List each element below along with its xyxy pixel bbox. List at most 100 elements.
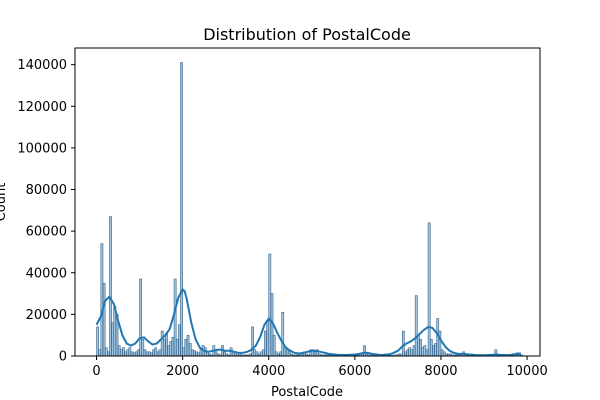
histogram-bar <box>165 332 168 357</box>
histogram-bar <box>107 351 110 357</box>
histogram-bar <box>223 351 226 357</box>
histogram-bar <box>251 326 254 357</box>
histogram-bar <box>253 349 257 357</box>
histogram-bar <box>268 253 272 357</box>
x-tick-label: 6000 <box>338 364 371 379</box>
histogram-bar <box>285 349 289 357</box>
x-axis-ticks: 0 2000 4000 6000 8000 10000 <box>92 356 548 379</box>
histogram-bar <box>417 334 420 357</box>
y-tick-label: 120000 <box>17 100 67 115</box>
x-tick-label: 0 <box>92 364 100 379</box>
histogram-bar <box>363 345 366 357</box>
y-tick-label: 140000 <box>17 58 67 73</box>
histogram-bar <box>147 351 151 357</box>
histogram-bar <box>139 278 142 357</box>
histogram-bar <box>163 339 166 357</box>
y-tick-label: 0 <box>59 350 67 365</box>
histogram-bar <box>182 347 186 357</box>
histogram-bars <box>96 62 524 357</box>
histogram-bar <box>410 349 414 357</box>
histogram-bar <box>124 351 127 357</box>
histogram-bar <box>412 345 416 357</box>
histogram-bar <box>266 320 270 357</box>
histogram-bar <box>255 351 259 357</box>
plot-frame <box>74 47 541 357</box>
histogram-bar <box>262 349 265 357</box>
histogram-bar <box>109 216 112 357</box>
histogram-bar <box>440 349 444 357</box>
x-axis-label: PostalCode <box>271 385 343 400</box>
histogram-bar <box>438 330 442 357</box>
histogram-bar <box>195 351 198 357</box>
y-tick-label: 100000 <box>17 141 67 156</box>
histogram-bar <box>173 278 177 357</box>
histogram-bar <box>264 330 267 357</box>
histogram-bar <box>425 349 429 357</box>
histogram-bar <box>281 312 285 357</box>
y-axis-ticks: 0 20000 40000 60000 80000 100000 120000 140000 <box>17 58 75 365</box>
x-tick-label: 8000 <box>424 364 457 379</box>
histogram-bar <box>137 349 140 357</box>
histogram-bar <box>272 334 276 357</box>
histogram-bar <box>401 330 405 357</box>
histogram-bar <box>117 345 121 357</box>
histogram-bar <box>427 222 431 357</box>
histogram-bar <box>199 349 203 357</box>
histogram-bar <box>126 349 130 357</box>
histogram-bar <box>186 334 190 357</box>
histogram-bar <box>102 282 106 357</box>
histogram-bar <box>406 349 409 357</box>
histogram-bar <box>434 343 437 357</box>
histogram-bar <box>188 343 192 357</box>
histogram-bar <box>313 351 317 357</box>
y-axis-label: Count <box>0 183 9 222</box>
histogram-bar <box>283 347 287 357</box>
histogram-bar <box>171 337 175 357</box>
histogram-bar <box>184 339 188 357</box>
histogram-bar <box>156 351 160 357</box>
y-tick-label: 40000 <box>26 266 67 281</box>
histogram-bar <box>122 347 125 357</box>
histogram-bar <box>145 351 149 357</box>
kde-curve <box>95 287 521 357</box>
histogram-bar <box>158 349 162 357</box>
histogram-bar <box>419 339 422 357</box>
histogram-bar <box>119 349 123 357</box>
histogram-bar <box>178 324 181 357</box>
histogram-bar <box>404 351 407 357</box>
histogram-bar <box>274 351 278 357</box>
histogram-bar <box>143 349 147 357</box>
histogram-bar <box>160 330 164 357</box>
x-tick-label: 4000 <box>252 364 285 379</box>
histogram-bar <box>408 347 412 357</box>
histogram-bar <box>104 347 108 357</box>
histogram-bar <box>169 341 173 357</box>
histogram-bar <box>423 345 427 357</box>
x-tick-label: 2000 <box>166 364 199 379</box>
y-tick-label: 20000 <box>26 308 67 323</box>
histogram-bar <box>279 351 282 357</box>
histogram-bar <box>259 351 263 357</box>
histogram-bar <box>111 322 114 357</box>
histogram-bar <box>193 350 196 357</box>
histogram-bar <box>180 62 183 357</box>
y-tick-label: 60000 <box>26 225 67 240</box>
histogram-bar <box>152 349 155 357</box>
histogram-bar <box>432 345 435 357</box>
histogram-bar <box>167 345 170 357</box>
histogram-bar <box>429 339 433 357</box>
histogram-bar <box>98 349 102 357</box>
histogram-bar <box>141 339 145 357</box>
histogram-bar <box>100 243 104 357</box>
histogram-bar <box>287 351 291 357</box>
histogram-bar <box>128 347 132 357</box>
histogram-bar <box>135 351 138 357</box>
y-tick-label: 80000 <box>26 183 67 198</box>
histogram-bar <box>130 351 134 357</box>
histogram-bar <box>154 347 158 357</box>
histogram-bar <box>442 351 446 357</box>
chart-title: Distribution of PostalCode <box>203 25 411 44</box>
x-tick-label: 10000 <box>506 364 547 379</box>
histogram-bar <box>421 347 425 357</box>
